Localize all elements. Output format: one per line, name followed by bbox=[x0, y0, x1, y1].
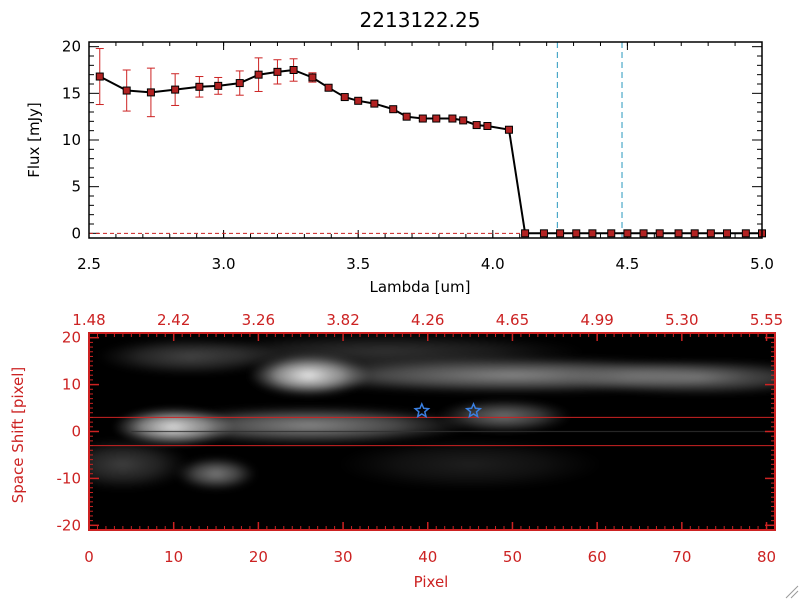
emission-blob bbox=[563, 359, 775, 396]
data-point bbox=[308, 73, 317, 82]
data-point bbox=[254, 70, 263, 79]
image-x-tick-label: 80 bbox=[757, 548, 776, 566]
image-y-tick-label: 10 bbox=[62, 376, 81, 394]
emission-blob bbox=[334, 438, 606, 491]
data-point bbox=[418, 114, 427, 123]
data-point bbox=[483, 122, 492, 130]
image-top-tick-label: 3.26 bbox=[242, 311, 275, 329]
x-tick-label: 2.5 bbox=[77, 255, 101, 273]
image-y-axis-label: Space Shift [pixel] bbox=[9, 367, 27, 504]
data-point bbox=[723, 229, 732, 238]
x-tick-label: 3.0 bbox=[212, 255, 236, 273]
x-tick-label: 4.0 bbox=[481, 255, 505, 273]
emission-blob bbox=[175, 457, 257, 491]
image-x-tick-label: 30 bbox=[334, 548, 353, 566]
data-point bbox=[122, 86, 131, 95]
data-point bbox=[504, 125, 513, 134]
image-top-tick-label: 2.42 bbox=[157, 311, 190, 329]
data-point bbox=[521, 229, 530, 238]
image-plot-frame bbox=[88, 332, 776, 531]
image-content bbox=[89, 333, 775, 491]
image-top-tick-label: 5.30 bbox=[665, 311, 698, 329]
image-top-tick-label: 4.26 bbox=[411, 311, 444, 329]
data-point bbox=[214, 81, 223, 90]
star-marker-icon bbox=[464, 402, 483, 419]
y-tick-label: 15 bbox=[62, 84, 81, 102]
data-point bbox=[556, 229, 565, 238]
data-point bbox=[273, 67, 282, 76]
y-tick-label: 20 bbox=[62, 38, 81, 56]
data-point bbox=[389, 105, 398, 114]
data-point bbox=[95, 72, 104, 81]
image-top-tick-label: 4.65 bbox=[496, 311, 529, 329]
y-tick-label: 0 bbox=[71, 224, 81, 242]
x-tick-label: 3.5 bbox=[346, 255, 370, 273]
data-point bbox=[235, 79, 244, 88]
y-tick-label: 5 bbox=[71, 178, 81, 196]
data-point bbox=[289, 66, 298, 74]
image-x-tick-label: 60 bbox=[588, 548, 607, 566]
data-point bbox=[459, 116, 468, 125]
data-point bbox=[146, 88, 155, 97]
chart-title: 2213122.25 bbox=[360, 8, 481, 32]
x-tick-label: 4.5 bbox=[615, 255, 639, 273]
data-point bbox=[370, 99, 379, 108]
emission-blob bbox=[182, 333, 589, 371]
data-point bbox=[655, 229, 664, 238]
data-point bbox=[472, 121, 481, 130]
emission-blob bbox=[89, 438, 191, 491]
image-top-tick-label: 4.99 bbox=[580, 311, 613, 329]
star-marker-icon bbox=[413, 401, 431, 419]
spectrum-plot-frame bbox=[88, 41, 763, 239]
data-point bbox=[623, 229, 632, 238]
data-point bbox=[171, 85, 180, 94]
image-top-tick-label: 5.55 bbox=[750, 311, 783, 329]
spectrum-y-axis-label: Flux [mJy] bbox=[25, 102, 43, 178]
image-top-tick-label: 3.82 bbox=[326, 311, 359, 329]
spectrum-plot: 2.5 3.0 3.5 4.0 4.5 5.0 0 5 10 15 20 bbox=[62, 38, 774, 273]
emission-blob bbox=[436, 399, 572, 433]
data-point bbox=[588, 229, 597, 238]
data-point bbox=[607, 229, 616, 238]
data-point bbox=[690, 229, 699, 238]
image-y-tick-label: 20 bbox=[62, 329, 81, 347]
data-point bbox=[448, 114, 457, 123]
data-point bbox=[706, 229, 715, 238]
data-point bbox=[402, 112, 411, 121]
image-y-tick-label: -10 bbox=[57, 469, 82, 487]
data-point bbox=[741, 229, 750, 238]
data-point bbox=[572, 229, 581, 238]
data-point bbox=[674, 229, 683, 238]
spectrum-x-axis-label: Lambda [um] bbox=[370, 278, 471, 296]
image-x-tick-label: 40 bbox=[418, 548, 437, 566]
image-x-tick-label: 20 bbox=[249, 548, 268, 566]
image-x-tick-label: 50 bbox=[503, 548, 522, 566]
image-x-tick-label: 10 bbox=[164, 548, 183, 566]
emission-blob bbox=[146, 405, 472, 445]
image-x-tick-label: 0 bbox=[84, 548, 94, 566]
data-point bbox=[354, 96, 363, 105]
image-x-axis-label: Pixel bbox=[414, 573, 449, 591]
spectrum-image-plot: 0 10 20 30 40 50 60 70 80 1.48 2.42 3.26 3.82 4.26 4.6… bbox=[57, 311, 784, 566]
x-tick-label: 5.0 bbox=[750, 255, 774, 273]
image-x-tick-label: 70 bbox=[672, 548, 691, 566]
data-point bbox=[195, 82, 204, 91]
data-point bbox=[539, 229, 548, 238]
image-top-tick-label: 1.48 bbox=[72, 311, 105, 329]
data-point bbox=[340, 93, 349, 102]
resize-grip-icon[interactable] bbox=[785, 585, 799, 599]
data-point bbox=[324, 83, 333, 92]
image-y-tick-label: 0 bbox=[71, 423, 81, 441]
image-y-tick-label: -20 bbox=[57, 516, 82, 534]
y-tick-label: 10 bbox=[62, 131, 81, 149]
data-point bbox=[639, 229, 648, 238]
data-point bbox=[432, 114, 441, 123]
